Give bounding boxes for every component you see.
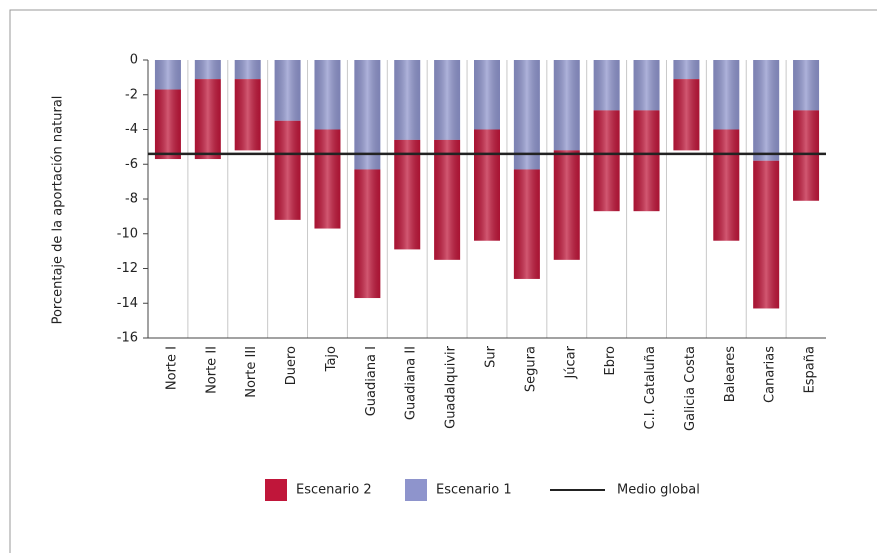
x-tick-label: Galicia Costa bbox=[683, 346, 698, 431]
bar-shine bbox=[314, 60, 341, 130]
legend-swatch bbox=[265, 479, 287, 501]
bar-shine bbox=[793, 110, 820, 201]
legend-label: Escenario 2 bbox=[296, 483, 372, 498]
bar-shine bbox=[154, 60, 181, 90]
bar-shine bbox=[474, 129, 500, 241]
bar-shine bbox=[194, 79, 221, 160]
x-tick-label: Guadiana I bbox=[364, 346, 379, 416]
y-tick-label: -10 bbox=[117, 226, 138, 241]
x-tick-label: Guadalquivir bbox=[444, 345, 459, 429]
x-tick-label: Sur bbox=[484, 345, 499, 367]
x-tick-label: Norte III bbox=[244, 346, 259, 398]
x-tick-label: Baleares bbox=[723, 346, 738, 403]
x-tick-label: Segura bbox=[523, 346, 538, 392]
bar-shine bbox=[673, 79, 700, 151]
y-tick-label: -14 bbox=[117, 296, 138, 311]
x-tick-label: Norte I bbox=[164, 346, 179, 390]
bar-shine bbox=[513, 169, 540, 279]
bar-shine bbox=[394, 60, 421, 140]
bar-shine bbox=[234, 79, 261, 151]
bar-shine bbox=[633, 60, 660, 111]
y-tick-label: -2 bbox=[125, 87, 138, 102]
x-tick-label: Júcar bbox=[563, 345, 578, 379]
bar-shine bbox=[434, 60, 461, 140]
y-axis-label: Porcentaje de la aportación natural bbox=[51, 96, 66, 325]
bar-shine bbox=[713, 60, 740, 130]
bar-shine bbox=[394, 139, 421, 250]
legend-swatch bbox=[405, 479, 427, 501]
x-tick-label: España bbox=[803, 346, 818, 393]
bar-shine bbox=[234, 60, 261, 80]
bar-shine bbox=[474, 60, 500, 130]
bar-shine bbox=[274, 120, 301, 220]
x-tick-label: Guadiana II bbox=[404, 346, 419, 420]
bar-shine bbox=[434, 139, 461, 260]
bar-shine bbox=[354, 60, 381, 170]
x-tick-label: Duero bbox=[284, 346, 299, 385]
bar-shine bbox=[274, 60, 301, 121]
bar-shine bbox=[354, 169, 381, 299]
bar-shine bbox=[314, 129, 341, 229]
bar-shine bbox=[593, 60, 620, 111]
y-tick-label: -6 bbox=[125, 157, 138, 172]
frame bbox=[9, 9, 877, 553]
bar-shine bbox=[793, 60, 820, 111]
bar-shine bbox=[513, 60, 540, 170]
bar-shine bbox=[194, 60, 221, 80]
bar-shine bbox=[154, 89, 181, 160]
bar-shine bbox=[753, 160, 780, 309]
x-tick-label: C.I. Cataluña bbox=[643, 346, 658, 429]
y-tick-label: -16 bbox=[117, 331, 138, 346]
y-tick-label: 0 bbox=[130, 53, 138, 68]
bar-shine bbox=[593, 110, 620, 212]
bar-shine bbox=[713, 129, 740, 241]
bar-shine bbox=[753, 60, 780, 161]
y-tick-label: -8 bbox=[125, 192, 138, 207]
legend-label: Escenario 1 bbox=[436, 483, 512, 498]
bar-shine bbox=[553, 60, 580, 151]
bar-shine bbox=[553, 150, 580, 260]
y-tick-label: -12 bbox=[117, 261, 138, 276]
x-tick-label: Tajo bbox=[324, 346, 339, 372]
bar-shine bbox=[633, 110, 660, 212]
legend-label: Medio global bbox=[617, 483, 700, 498]
bar-shine bbox=[673, 60, 700, 80]
y-tick-label: -4 bbox=[125, 122, 138, 137]
x-tick-label: Canarias bbox=[763, 346, 778, 403]
x-tick-label: Ebro bbox=[603, 346, 618, 376]
x-tick-label: Norte II bbox=[204, 346, 219, 394]
